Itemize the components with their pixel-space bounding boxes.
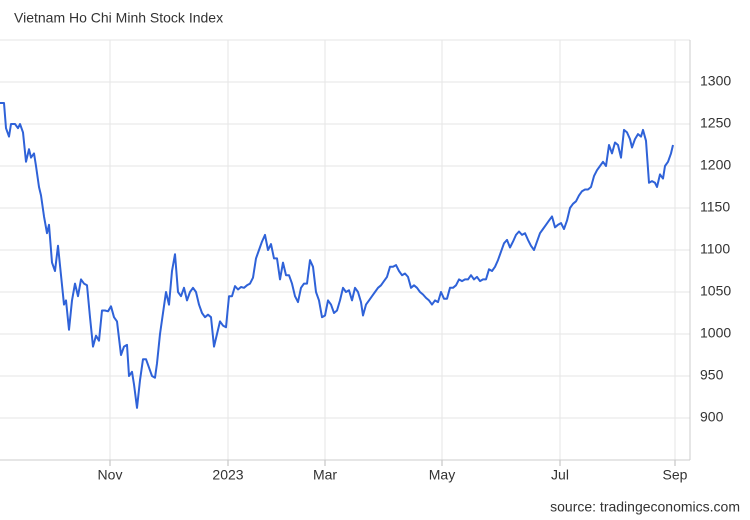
x-tick-label: Sep xyxy=(663,467,688,483)
x-tick-label: Nov xyxy=(98,467,123,483)
chart-title: Vietnam Ho Chi Minh Stock Index xyxy=(14,10,223,26)
x-tick-label: Jul xyxy=(551,467,569,483)
x-tick-label: 2023 xyxy=(212,467,243,483)
x-tick-label: Mar xyxy=(313,467,337,483)
y-tick-label: 900 xyxy=(700,409,724,425)
y-tick-label: 1300 xyxy=(700,73,731,89)
y-tick-label: 1250 xyxy=(700,115,731,131)
y-tick-label: 950 xyxy=(700,367,724,383)
y-tick-label: 1200 xyxy=(700,157,731,173)
y-tick-label: 1100 xyxy=(700,241,730,257)
y-tick-label: 1150 xyxy=(700,199,730,215)
y-tick-label: 1050 xyxy=(700,283,731,299)
y-tick-label: 1000 xyxy=(700,325,731,341)
series-line xyxy=(0,102,674,409)
source: source: tradingeconomics.com xyxy=(550,499,740,515)
x-tick-label: May xyxy=(429,467,455,483)
